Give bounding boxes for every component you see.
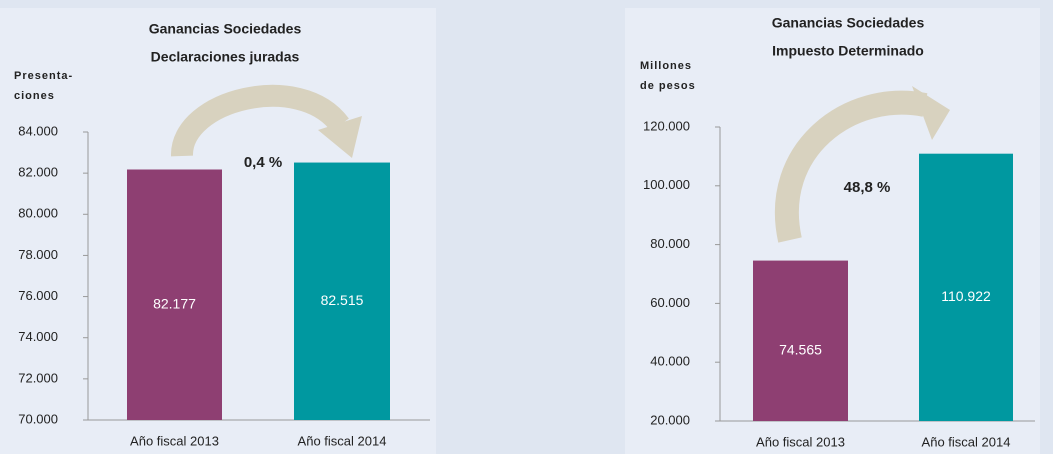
annotation: 0,4 % [244, 154, 282, 171]
y-tick-label: 60.000 [650, 295, 690, 310]
bar [919, 153, 1013, 421]
chart-title: Ganancias Sociedades [772, 15, 925, 31]
value-label: 82.515 [321, 292, 364, 308]
y-axis-label: Millones [640, 60, 692, 72]
arrow [171, 84, 349, 157]
y-axis-label: Presenta- [14, 70, 73, 82]
chart-title: Impuesto Determinado [772, 43, 924, 59]
bar [127, 169, 222, 420]
chart-title: Ganancias Sociedades [149, 21, 302, 37]
y-tick-label: 20.000 [650, 412, 690, 427]
y-tick-label: 82.000 [18, 165, 58, 180]
bar [753, 260, 848, 421]
y-tick-label: 80.000 [18, 206, 58, 221]
arrow [774, 90, 928, 243]
annotation: 48,8 % [844, 179, 891, 196]
y-tick-label: 76.000 [18, 288, 58, 303]
y-tick-label: 100.000 [643, 177, 690, 192]
y-tick-label: 70.000 [18, 411, 58, 426]
arrow-head [318, 116, 362, 158]
y-tick-label: 120.000 [643, 118, 690, 133]
y-tick-label: 80.000 [650, 236, 690, 251]
y-axis-label: ciones [14, 90, 55, 102]
x-tick-label: Año fiscal 2014 [298, 433, 387, 448]
value-label: 110.922 [941, 288, 991, 304]
chart-title: Declaraciones juradas [151, 49, 300, 65]
y-tick-label: 84.000 [18, 123, 58, 138]
x-tick-label: Año fiscal 2013 [756, 434, 845, 449]
y-tick-label: 40.000 [650, 354, 690, 369]
x-tick-label: Año fiscal 2013 [130, 433, 219, 448]
y-tick-label: 78.000 [18, 247, 58, 262]
bar [294, 162, 390, 420]
x-tick-label: Año fiscal 2014 [922, 434, 1011, 449]
value-label: 82.177 [153, 295, 196, 311]
y-tick-label: 72.000 [18, 370, 58, 385]
value-label: 74.565 [779, 341, 822, 357]
y-axis-label: de pesos [640, 80, 696, 92]
y-tick-label: 74.000 [18, 329, 58, 344]
arrow-head [912, 86, 950, 140]
